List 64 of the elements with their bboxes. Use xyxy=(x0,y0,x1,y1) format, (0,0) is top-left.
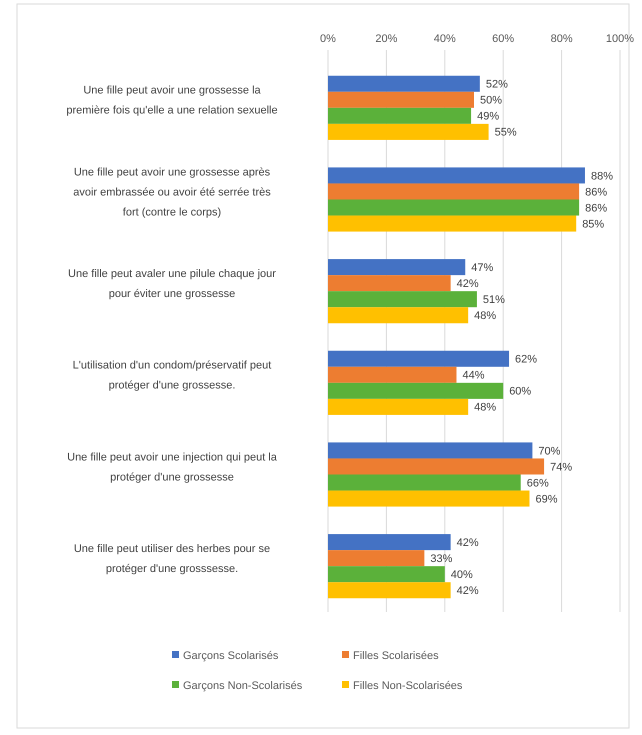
legend-label: Filles Non-Scolarisées xyxy=(353,680,463,692)
data-label: 33% xyxy=(430,552,453,565)
data-label: 50% xyxy=(480,94,502,107)
data-label: 86% xyxy=(585,186,608,198)
legend-label: Filles Scolarisées xyxy=(353,650,440,662)
data-label: 88% xyxy=(590,170,614,182)
data-label: 48% xyxy=(474,310,496,322)
x-tick-label: 0% xyxy=(320,33,336,45)
bar xyxy=(328,92,474,108)
y-tick-label: L'utilisation d'un condom/préservatif peut protéger d'une grossesse. xyxy=(72,360,272,392)
y-tick-label: Une fille peut avoir une injection qui peut la protéger d'une grossesse xyxy=(67,451,278,484)
data-label: 60% xyxy=(509,386,532,398)
x-tick-label: 100% xyxy=(606,33,634,45)
bar xyxy=(328,550,424,566)
legend-label: Garçons Non-Scolarisés xyxy=(183,680,303,692)
bar xyxy=(328,183,580,200)
bar xyxy=(328,216,576,232)
bar xyxy=(328,534,451,550)
data-label: 55% xyxy=(494,126,517,139)
data-label: 66% xyxy=(526,477,549,490)
bar xyxy=(328,442,532,458)
y-tick-label: Une fille peut avoir une grossesse la première fois qu'elle a une relation sexuelle xyxy=(66,84,278,117)
bar xyxy=(328,382,504,399)
data-label: 74% xyxy=(550,461,572,474)
data-label: 85% xyxy=(582,218,604,230)
data-label: 49% xyxy=(477,110,500,123)
data-label: 42% xyxy=(456,278,479,290)
bar xyxy=(328,275,451,292)
bar xyxy=(328,307,468,324)
x-tick-label: 20% xyxy=(375,33,398,45)
bar xyxy=(328,200,580,216)
bar xyxy=(328,474,521,491)
data-label: 44% xyxy=(462,370,485,382)
bar xyxy=(328,366,456,383)
bar xyxy=(328,490,530,507)
data-label: 52% xyxy=(486,78,508,91)
data-label: 48% xyxy=(474,402,496,414)
bar xyxy=(328,350,510,367)
x-tick-label: 60% xyxy=(492,33,514,45)
data-label: 69% xyxy=(535,493,558,506)
data-label: 51% xyxy=(482,294,506,306)
data-label: 86% xyxy=(585,202,608,214)
y-tick-label: Une fille peut avoir une grossesse après avoir embrassée ou avoir été serrée très fort (contre le corps) xyxy=(73,166,272,218)
data-label: 42% xyxy=(456,585,479,598)
bar xyxy=(328,167,585,184)
bar xyxy=(328,124,489,140)
data-label: 40% xyxy=(450,569,474,582)
data-label: 42% xyxy=(456,536,479,549)
data-label: 70% xyxy=(538,445,561,458)
bar xyxy=(328,259,466,276)
y-tick-label: Une fille peut avaler une pilule chaque jour pour éviter une grossesse xyxy=(68,268,276,300)
x-tick-label: 80% xyxy=(550,33,573,45)
bar xyxy=(328,76,480,92)
data-label: 62% xyxy=(515,354,538,366)
bar xyxy=(328,108,472,124)
bar xyxy=(328,566,445,582)
bar xyxy=(328,291,477,308)
bar xyxy=(328,582,451,598)
legend-label: Garçons Scolarisés xyxy=(183,650,279,662)
y-tick-label: Une fille peut utiliser des herbes pour se protéger d'une grosssesse. xyxy=(74,543,270,576)
bar xyxy=(328,458,544,474)
bar xyxy=(328,398,468,415)
x-tick-label: 40% xyxy=(434,33,456,45)
data-label: 47% xyxy=(471,262,494,274)
